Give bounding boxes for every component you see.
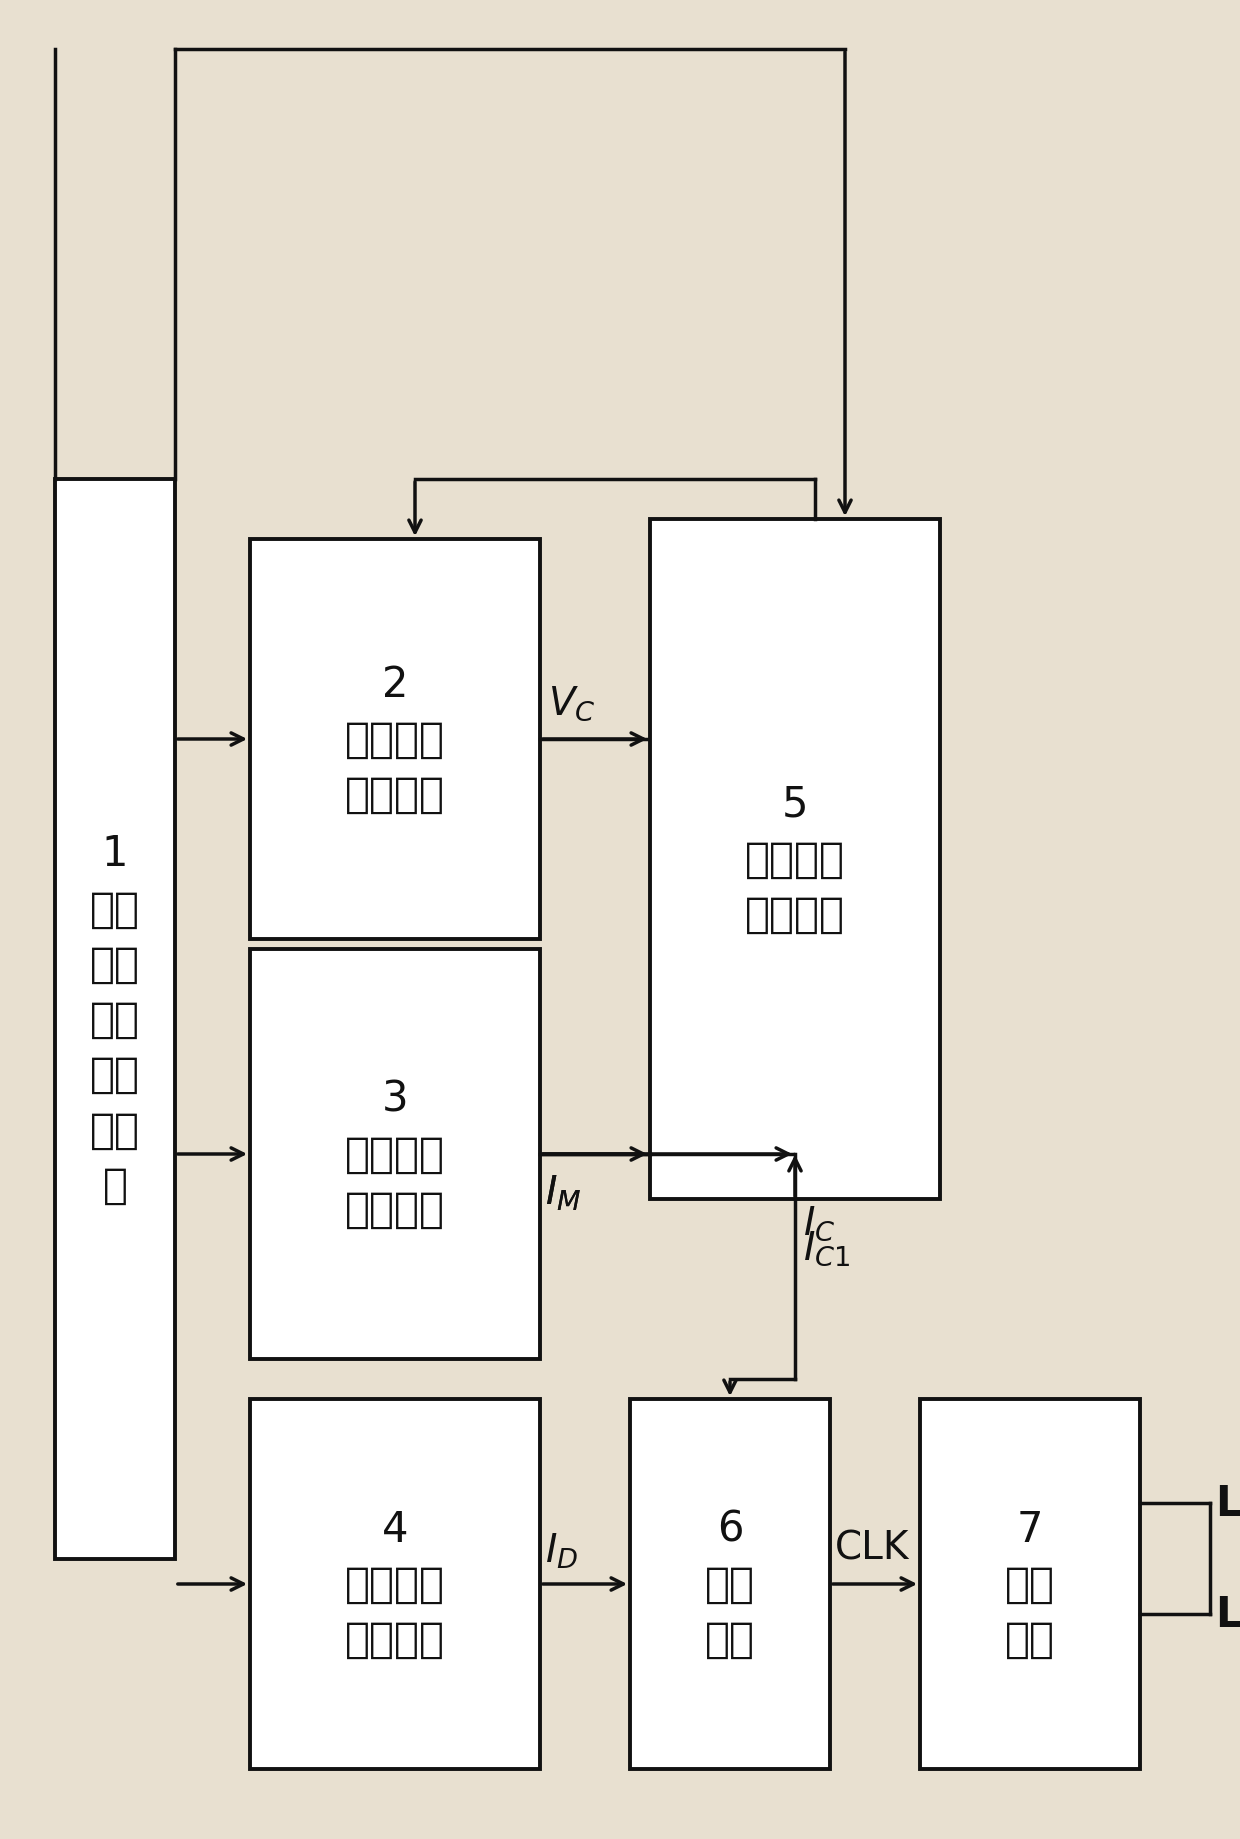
- Text: $I_D$: $I_D$: [546, 1532, 578, 1571]
- Bar: [250, 949, 539, 1359]
- Text: 4
放电电流
控制电路: 4 放电电流 控制电路: [345, 1508, 445, 1661]
- Bar: [920, 1399, 1140, 1769]
- Text: 1
基准
电流
产生
及镜
像电
路: 1 基准 电流 产生 及镜 像电 路: [91, 833, 140, 1206]
- Text: 3
最小电流
产生电路: 3 最小电流 产生电路: [345, 1078, 445, 1230]
- Bar: [630, 1399, 830, 1769]
- Text: $V_C$: $V_C$: [548, 684, 595, 723]
- Text: 5
充电电流
控制电路: 5 充电电流 控制电路: [745, 783, 844, 936]
- Text: 6
振荡
电路: 6 振荡 电路: [706, 1508, 755, 1661]
- Text: $I_M$: $I_M$: [546, 1173, 582, 1212]
- Text: 7
死区
逻辑: 7 死区 逻辑: [1004, 1508, 1055, 1661]
- Text: $I_C$: $I_C$: [804, 1205, 836, 1243]
- Text: $I_M$: $I_M$: [546, 1173, 582, 1212]
- Text: LL: LL: [1215, 1593, 1240, 1635]
- Text: $I_{C1}$: $I_{C1}$: [804, 1228, 851, 1267]
- Bar: [250, 1399, 539, 1769]
- Bar: [55, 480, 175, 1559]
- Text: 2
控制电压
产生电路: 2 控制电压 产生电路: [345, 664, 445, 817]
- Bar: [250, 539, 539, 940]
- Text: CLK: CLK: [835, 1530, 909, 1567]
- Text: LH: LH: [1215, 1482, 1240, 1525]
- Bar: [650, 520, 940, 1199]
